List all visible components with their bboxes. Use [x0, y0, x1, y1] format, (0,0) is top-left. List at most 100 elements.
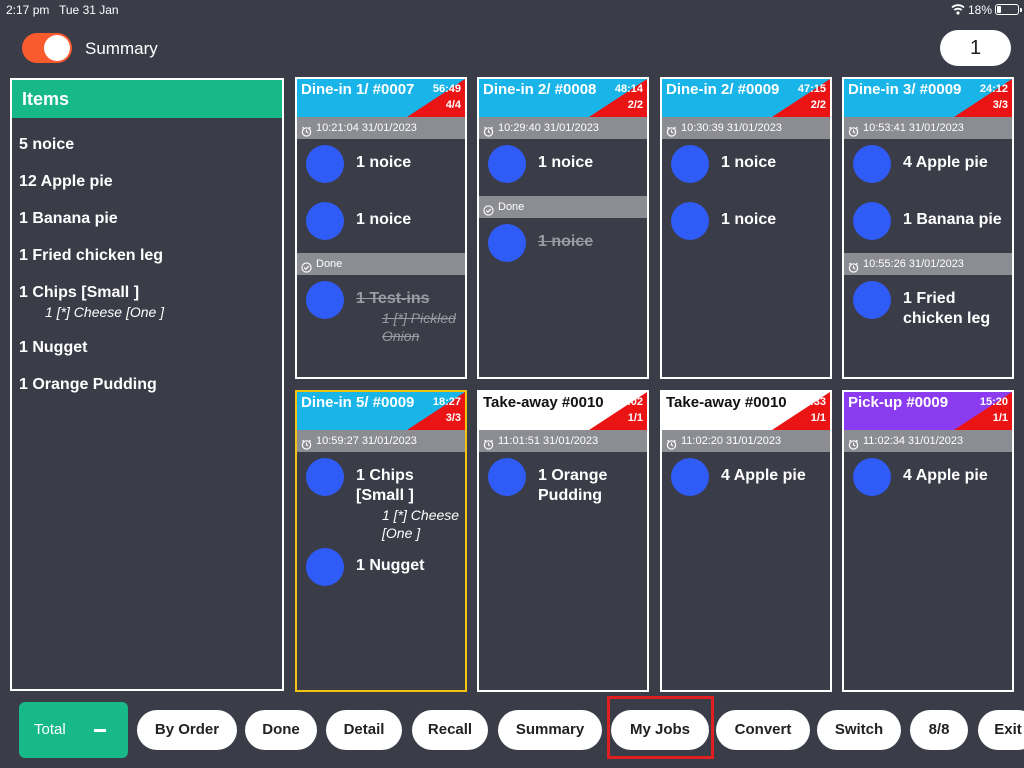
item-status-dot[interactable]	[671, 458, 709, 496]
order-line-item[interactable]: 1 Chips [Small ] 1 [*] Cheese [One ]	[297, 452, 465, 542]
order-line-item[interactable]: 1 Orange Pudding	[479, 452, 647, 509]
item-status-dot[interactable]	[488, 224, 526, 262]
order-line-label: 1 Chips [Small ]	[356, 467, 414, 504]
order-line-label: 4 Apple pie	[721, 467, 806, 484]
summary-item-label: 1 Nugget	[19, 339, 88, 356]
order-line-item[interactable]: 1 noice	[479, 139, 647, 196]
order-line-item[interactable]: 1 noice	[479, 218, 647, 275]
item-status-dot[interactable]	[306, 548, 344, 586]
summary-item[interactable]: 5 noice	[19, 136, 282, 154]
order-line-text: 4 Apple pie	[721, 458, 806, 509]
summary-button[interactable]: Summary	[498, 710, 602, 750]
my-jobs-button[interactable]: My Jobs	[611, 710, 709, 750]
order-line-item[interactable]: 1 Banana pie	[844, 196, 1012, 253]
order-line-item[interactable]: 1 noice	[662, 139, 830, 196]
check-circle-icon	[301, 259, 312, 273]
order-line-item[interactable]: 1 noice	[297, 196, 465, 253]
counter-badge[interactable]: 1	[940, 30, 1011, 66]
bottom-toolbar: Total By Order Done Detail Recall Summary My …	[0, 700, 1024, 760]
order-line-text: 4 Apple pie	[903, 458, 988, 509]
order-elapsed-timer: 16:02	[614, 396, 643, 408]
summary-item-label: 1 Fried chicken leg	[19, 247, 164, 264]
order-title: Dine-in 2/ #0009	[666, 81, 780, 98]
alarm-clock-icon	[848, 436, 859, 450]
order-elapsed-timer: 47:15	[797, 83, 826, 95]
order-elapsed-timer: 15:33	[797, 396, 826, 408]
order-elapsed-timer: 18:27	[432, 396, 461, 408]
summary-item-label: 5 noice	[19, 136, 75, 153]
item-status-dot[interactable]	[671, 145, 709, 183]
order-timestamp: 10:55:26 31/01/2023	[863, 258, 964, 270]
summary-item-label: 1 Banana pie	[19, 210, 118, 227]
summary-item[interactable]: 1 Fried chicken leg	[19, 247, 282, 265]
items-summary-panel: Items 5 noice 12 Apple pie 1 Banana pie 1 F…	[10, 78, 284, 691]
recall-button[interactable]: Recall	[412, 710, 488, 750]
summary-item[interactable]: 12 Apple pie	[19, 173, 282, 191]
order-card[interactable]: Dine-in 1/ #0007 56:49 4/4 10:21:04 31/01/2…	[295, 77, 467, 379]
switch-button[interactable]: Switch	[817, 710, 901, 750]
order-line-item[interactable]: 1 Nugget	[297, 542, 465, 599]
item-status-dot[interactable]	[671, 202, 709, 240]
by-order-button[interactable]: By Order	[137, 710, 237, 750]
summary-item-label: 1 Orange Pudding	[19, 376, 157, 393]
order-card[interactable]: Dine-in 2/ #0009 47:15 2/2 10:30:39 31/01/2…	[660, 77, 832, 379]
time-bar: 10:53:41 31/01/2023	[844, 117, 1012, 139]
item-status-dot[interactable]	[488, 145, 526, 183]
order-timestamp: 11:02:20 31/01/2023	[681, 435, 782, 447]
order-line-text: 1 noice	[356, 145, 411, 196]
summary-item[interactable]: 1 Nugget	[19, 339, 282, 357]
summary-item[interactable]: 1 Banana pie	[19, 210, 282, 228]
order-line-item[interactable]: 1 Fried chicken leg	[844, 275, 1012, 332]
time-bar: 10:29:40 31/01/2023	[479, 117, 647, 139]
order-card[interactable]: Dine-in 2/ #0008 48:14 2/2 10:29:40 31/01/2…	[477, 77, 649, 379]
order-line-item[interactable]: 1 Test-ins 1 [*] Pickled Onion	[297, 275, 465, 345]
order-item-count: 3/3	[992, 99, 1008, 111]
order-title: Take-away #0010	[483, 394, 604, 411]
order-line-label: 1 Banana pie	[903, 211, 1002, 228]
order-line-text: 1 Chips [Small ] 1 [*] Cheese [One ]	[356, 458, 465, 542]
order-line-item[interactable]: 4 Apple pie	[662, 452, 830, 509]
order-card[interactable]: Dine-in 3/ #0009 24:12 3/3 10:53:41 31/01/2…	[842, 77, 1014, 379]
order-elapsed-timer: 56:49	[432, 83, 461, 95]
convert-button[interactable]: Convert	[716, 710, 810, 750]
item-status-dot[interactable]	[306, 202, 344, 240]
item-status-dot[interactable]	[488, 458, 526, 496]
order-line-label: 1 noice	[538, 233, 594, 250]
order-title: Pick-up #0009	[848, 394, 949, 411]
summary-item[interactable]: 1 Orange Pudding	[19, 376, 282, 394]
summary-item[interactable]: 1 Chips [Small ] 1 [*] Cheese [One ]	[19, 284, 282, 320]
item-status-dot[interactable]	[306, 458, 344, 496]
done-button[interactable]: Done	[245, 710, 317, 750]
order-card[interactable]: Take-away #0010 16:02 1/1 11:01:51 31/01/20…	[477, 390, 649, 692]
order-title: Take-away #0010	[666, 394, 787, 411]
item-status-dot[interactable]	[853, 458, 891, 496]
order-line-item[interactable]: 4 Apple pie	[844, 139, 1012, 196]
order-title: Dine-in 5/ #0009	[301, 394, 415, 411]
item-status-dot[interactable]	[853, 281, 891, 319]
alarm-clock-icon	[483, 123, 494, 137]
order-card[interactable]: Dine-in 5/ #0009 18:27 3/3 10:59:27 31/01/2…	[295, 390, 467, 692]
time-bar: 10:30:39 31/01/2023	[662, 117, 830, 139]
detail-button[interactable]: Detail	[326, 710, 402, 750]
order-timestamp: 10:29:40 31/01/2023	[498, 122, 599, 134]
page-indicator-button[interactable]: 8/8	[910, 710, 968, 750]
item-status-dot[interactable]	[853, 145, 891, 183]
item-status-dot[interactable]	[853, 202, 891, 240]
summary-toggle[interactable]	[22, 33, 72, 63]
order-card-header: Take-away #0010 16:02 1/1	[479, 392, 647, 430]
order-line-item[interactable]: 4 Apple pie	[844, 452, 1012, 509]
order-timestamp: 10:59:27 31/01/2023	[316, 435, 417, 447]
exit-button[interactable]: Exit	[978, 710, 1024, 750]
order-line-item[interactable]: 1 noice	[662, 196, 830, 253]
order-card[interactable]: Pick-up #0009 15:20 1/1 11:02:34 31/01/2023…	[842, 390, 1014, 692]
item-status-dot[interactable]	[306, 281, 344, 319]
total-button[interactable]: Total	[19, 702, 128, 758]
item-status-dot[interactable]	[306, 145, 344, 183]
done-bar: Done	[479, 196, 647, 218]
order-card[interactable]: Take-away #0010 15:33 1/1 11:02:20 31/01/20…	[660, 390, 832, 692]
order-line-label: 1 Fried chicken leg	[903, 290, 991, 327]
order-title: Dine-in 1/ #0007	[301, 81, 415, 98]
order-line-item[interactable]: 1 noice	[297, 139, 465, 196]
time-bar: 11:02:20 31/01/2023	[662, 430, 830, 452]
summary-item-modifier: 1 [*] Cheese [One ]	[45, 304, 165, 320]
